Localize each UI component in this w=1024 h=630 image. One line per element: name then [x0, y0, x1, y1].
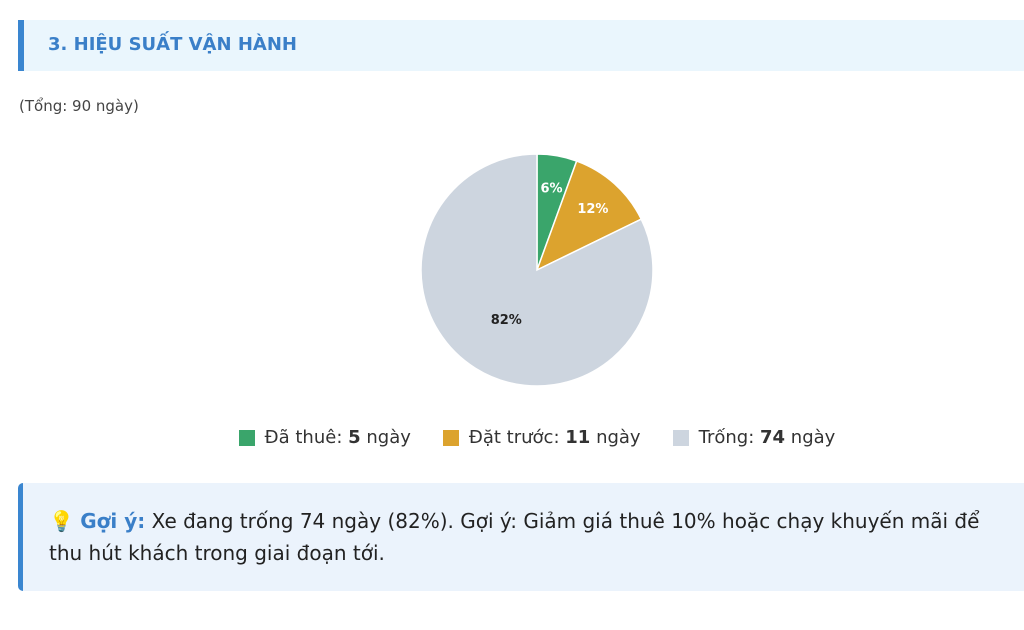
slice-label: 82% [491, 313, 522, 328]
slice-label: 12% [577, 202, 608, 217]
legend-item-empty: Trống: 74 ngày [672, 427, 835, 448]
total-days: (Tổng: 90 ngày) [19, 97, 139, 115]
slice-label: 6% [540, 182, 562, 197]
legend-swatch [442, 429, 459, 446]
slice-reserved [535, 160, 643, 272]
slice-empty [420, 153, 654, 387]
suggestion-label: Gợi ý: [80, 509, 146, 533]
suggestion-box: 💡 Gợi ý: Xe đang trống 74 ngày (82%). Gợ… [18, 483, 1024, 591]
legend-item-reserved: Đặt trước: 11 ngày [442, 427, 641, 448]
legend-swatch [672, 429, 689, 446]
legend-swatch [238, 429, 255, 446]
section-header: 3. HIỆU SUẤT VẬN HÀNH [18, 20, 1024, 71]
suggestion-text: Xe đang trống 74 ngày (82%). Gợi ý: Giảm… [49, 509, 980, 565]
lightbulb-icon: 💡 [49, 509, 74, 533]
section-title: 3. HIỆU SUẤT VẬN HÀNH [48, 34, 297, 55]
legend: Đã thuê: 5 ngày Đặt trước: 11 ngày Trống… [0, 427, 1024, 448]
legend-item-rented: Đã thuê: 5 ngày [238, 427, 411, 448]
pie-chart: 6% 12% 82% [420, 153, 654, 387]
